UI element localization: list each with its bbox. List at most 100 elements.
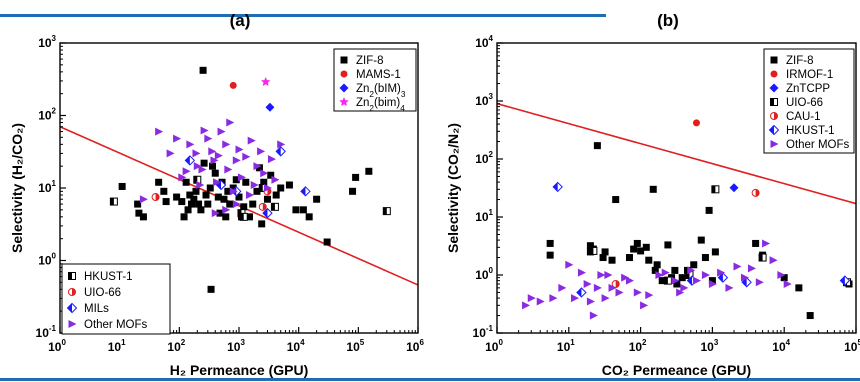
point-zif-8 xyxy=(546,251,554,259)
point-other-mofs xyxy=(680,283,689,292)
legend-marker xyxy=(339,83,349,93)
point-zif-8 xyxy=(240,203,248,211)
point-other-mofs xyxy=(198,165,207,174)
y-tick-label: 102 xyxy=(475,150,493,166)
point-zif-8 xyxy=(207,285,215,293)
point-zif-8 xyxy=(292,206,300,214)
point-other-mofs xyxy=(522,301,531,310)
point-zif-8 xyxy=(178,198,186,206)
legend-marker xyxy=(68,320,77,328)
legend-marker xyxy=(768,124,780,136)
point-zif-8 xyxy=(180,213,188,221)
legend-marker xyxy=(770,56,778,64)
point-zif-8 xyxy=(242,178,250,186)
x-tick-label: 100 xyxy=(485,338,503,354)
point-other-mofs xyxy=(608,283,617,292)
point-zif-8 xyxy=(173,193,181,201)
point-other-mofs xyxy=(253,162,262,171)
point-zif-8 xyxy=(186,191,194,199)
point-zif-8 xyxy=(633,239,641,247)
x-axis-title: H₂ Permeance (GPU) xyxy=(170,362,309,378)
x-tick-label: 103 xyxy=(700,338,718,354)
point-zif-8 xyxy=(352,173,360,181)
point-zif-8 xyxy=(214,193,222,201)
point-other-mofs xyxy=(229,187,238,196)
point-zif-8 xyxy=(253,187,261,195)
point-other-mofs xyxy=(208,147,217,156)
legend-marker xyxy=(770,112,778,120)
y-tick-label: 101 xyxy=(475,208,493,224)
trendline xyxy=(60,125,418,286)
point-zn2-bim-4 xyxy=(260,76,271,87)
point-zif-8 xyxy=(190,195,198,203)
point-zif-8 xyxy=(224,187,232,195)
point-other-mofs xyxy=(267,155,276,164)
point-zif-8 xyxy=(160,187,168,195)
point-zif-8 xyxy=(200,159,208,167)
legend-label: CAU-1 xyxy=(786,111,821,123)
legend-bottom-left: HKUST-1 UIO-66 MILs Other MOFs xyxy=(61,263,171,335)
point-mils xyxy=(262,207,273,219)
x-tick-label: 101 xyxy=(557,338,575,354)
point-uio-66 xyxy=(151,193,160,202)
legend-marker xyxy=(770,140,779,148)
point-mils xyxy=(300,186,311,197)
point-other-mofs xyxy=(182,167,191,176)
point-uio-66 xyxy=(758,253,767,262)
point-zif-8 xyxy=(232,176,240,184)
point-zif-8 xyxy=(222,213,230,221)
legend-marker xyxy=(339,97,349,107)
point-other-mofs xyxy=(235,145,244,154)
point-zif-8 xyxy=(671,266,679,274)
point-zif-8 xyxy=(267,171,275,179)
legend-label: MILs xyxy=(84,303,109,315)
point-other-mofs xyxy=(741,273,750,282)
point-other-mofs xyxy=(217,127,226,136)
point-other-mofs xyxy=(687,266,696,275)
top-rule xyxy=(0,14,606,17)
panel-label: (b) xyxy=(657,11,679,30)
y-tick-label: 101 xyxy=(38,179,56,195)
point-other-mofs xyxy=(200,126,209,135)
point-other-mofs xyxy=(597,271,606,279)
point-zif-8 xyxy=(299,206,307,214)
point-hkust-1 xyxy=(717,272,729,283)
point-other-mofs xyxy=(725,283,734,292)
point-uio-66 xyxy=(258,202,267,211)
point-zif-8 xyxy=(780,274,788,282)
y-tick-label: 10-1 xyxy=(473,324,494,340)
x-tick-label: 104 xyxy=(772,338,790,354)
point-zif-8 xyxy=(658,277,666,285)
point-zif-8 xyxy=(612,196,620,204)
point-zif-8 xyxy=(705,206,713,214)
point-other-mofs xyxy=(755,278,764,287)
y-tick-label: 10-1 xyxy=(36,324,57,340)
x-tick-label: 100 xyxy=(48,338,66,354)
point-other-mofs xyxy=(222,205,231,214)
point-zif-8 xyxy=(625,254,633,262)
point-zif-8 xyxy=(229,184,237,192)
point-other-mofs xyxy=(224,165,233,174)
point-zif-8 xyxy=(155,178,163,186)
point-zntcpp xyxy=(729,183,739,193)
point-zif-8 xyxy=(806,312,814,320)
y-tick-label: 103 xyxy=(475,92,493,108)
point-zif-8 xyxy=(235,193,243,201)
trendline xyxy=(497,102,856,205)
point-other-mofs xyxy=(577,268,586,277)
point-other-mofs xyxy=(257,147,266,156)
point-other-mofs xyxy=(166,149,175,158)
point-zif-8 xyxy=(139,213,147,221)
point-other-mofs xyxy=(211,209,220,218)
point-zif-8 xyxy=(134,200,142,208)
point-other-mofs xyxy=(645,291,654,300)
point-hkust-1 xyxy=(576,287,587,298)
point-zif-8 xyxy=(162,198,170,206)
legend-top-right: ZIF-8 IRMOF-1 ZnTCPP UIO-66 CAU-1 HKUST-1 Othe… xyxy=(763,48,855,154)
point-zif-8 xyxy=(272,191,280,199)
point-other-mofs xyxy=(565,260,574,269)
point-other-mofs xyxy=(242,152,251,161)
point-irmof-1 xyxy=(692,119,700,127)
point-other-mofs xyxy=(777,271,786,279)
